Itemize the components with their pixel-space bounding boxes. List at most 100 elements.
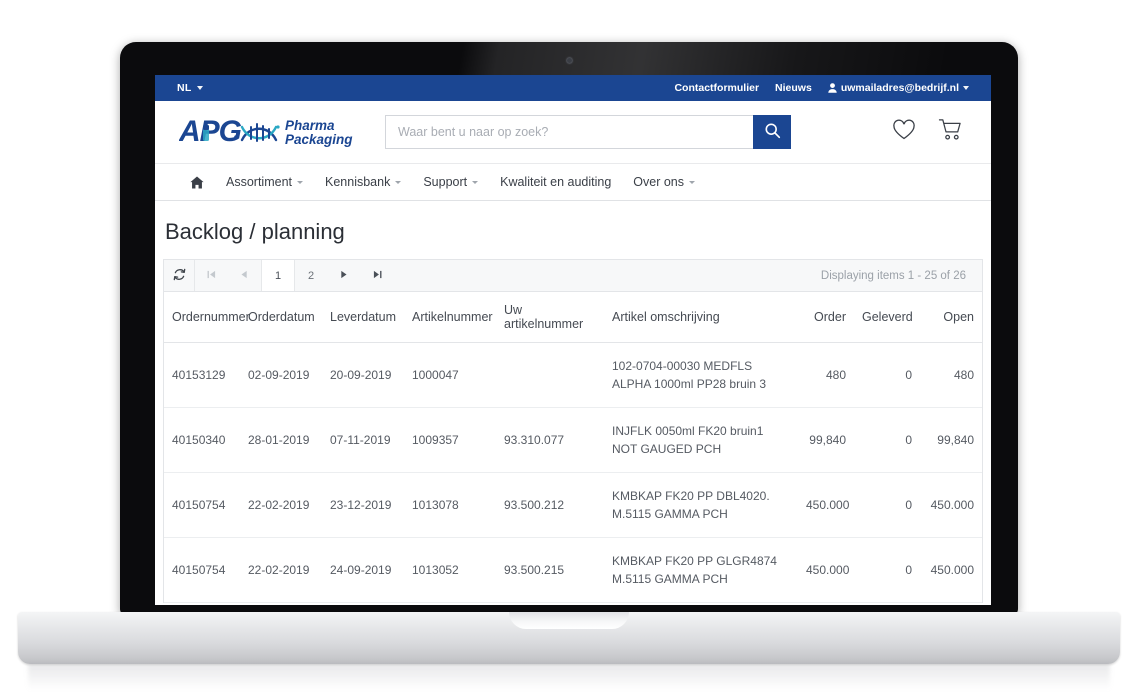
cell-open: 480: [920, 342, 982, 408]
cell-artikelnummer: 1000047: [404, 342, 496, 408]
table-row[interactable]: 40150340 28-01-2019 07-11-2019 1009357 9…: [164, 407, 982, 473]
page-button-1[interactable]: 1: [261, 260, 295, 291]
table-header-row: Ordernummer Orderdatum Leverdatum Artike…: [164, 291, 982, 343]
cell-uw-artikelnummer: [496, 342, 604, 408]
next-page-icon: [340, 270, 348, 282]
previous-page-icon: [240, 270, 248, 282]
column-header-order[interactable]: Order: [798, 291, 854, 343]
search-icon: [764, 122, 781, 142]
first-page-button[interactable]: [195, 260, 228, 291]
cell-geleverd: 0: [854, 472, 920, 538]
previous-page-button[interactable]: [228, 260, 261, 291]
grid-toolbar: 1 2: [163, 259, 983, 291]
cell-ordernummer: 40150754: [164, 472, 240, 538]
cell-geleverd: 0: [854, 407, 920, 473]
nav-item-over-ons[interactable]: Over ons: [622, 164, 706, 200]
cell-leverdatum: 20-09-2019: [322, 342, 404, 408]
chevron-down-icon: [196, 86, 203, 90]
cell-order: 99,840: [798, 407, 854, 473]
account-email: uwmailadres@bedrijf.nl: [840, 82, 959, 94]
nav-item-kennisbank[interactable]: Kennisbank: [314, 164, 412, 200]
cell-orderdatum: 22-02-2019: [240, 472, 322, 538]
column-header-artikel-omschrijving[interactable]: Artikel omschrijving: [604, 291, 798, 343]
cell-geleverd: 0: [854, 537, 920, 603]
last-page-icon: [373, 270, 382, 282]
cell-geleverd: 0: [854, 342, 920, 408]
laptop-base-notch: [509, 612, 629, 629]
language-label: NL: [177, 82, 192, 94]
cell-artikelnummer: 1013052: [404, 537, 496, 603]
page-button-2[interactable]: 2: [307, 269, 315, 282]
cell-open: 450.000: [920, 537, 982, 603]
cell-leverdatum: 07-11-2019: [322, 407, 404, 473]
cell-orderdatum: 22-02-2019: [240, 537, 322, 603]
cell-artikelnummer: 1013078: [404, 472, 496, 538]
nav-item-label: Assortiment: [226, 175, 292, 189]
main-navigation: Assortiment Kennisbank Support Kwaliteit…: [155, 163, 991, 201]
table-header: Ordernummer Orderdatum Leverdatum Artike…: [164, 291, 982, 343]
topbar-link-label: Nieuws: [775, 82, 812, 94]
table-row[interactable]: 40150754 22-02-2019 23-12-2019 1013078 9…: [164, 472, 982, 538]
column-header-ordernummer[interactable]: Ordernummer: [164, 291, 250, 343]
chevron-down-icon: [395, 180, 402, 184]
topbar-link-label: Contactformulier: [674, 82, 760, 94]
column-header-geleverd[interactable]: Geleverd: [854, 291, 920, 343]
toolbar-spacer: [394, 260, 821, 291]
topbar-link-contactformulier[interactable]: Contactformulier: [674, 82, 759, 94]
language-selector[interactable]: NL: [177, 82, 203, 94]
search-button[interactable]: [753, 115, 791, 149]
browser-screen: NL Contactformulier Nieuws: [155, 75, 991, 605]
table-row[interactable]: 40150754 22-02-2019 24-09-2019 1013052 9…: [164, 537, 982, 603]
laptop-base: [18, 612, 1120, 664]
pagination: 1 2: [195, 260, 394, 291]
topbar-link-nieuws[interactable]: Nieuws: [775, 82, 812, 94]
nav-item-home[interactable]: [179, 164, 215, 200]
chevron-down-icon: [472, 180, 479, 184]
search-input[interactable]: [385, 115, 753, 149]
svg-text:APG: APG: [179, 115, 242, 148]
column-header-orderdatum[interactable]: Orderdatum: [240, 291, 322, 343]
cell-orderdatum: 02-09-2019: [240, 342, 322, 408]
table-body: 40153129 02-09-2019 20-09-2019 1000047 1…: [164, 342, 982, 603]
displaying-items-label: Displaying items 1 - 25 of 26: [820, 269, 966, 282]
column-header-open[interactable]: Open: [920, 291, 982, 343]
nav-item-assortiment[interactable]: Assortiment: [215, 164, 314, 200]
cell-omschrijving: KMBKAP FK20 PP DBL4020. M.5115 GAMMA PCH: [604, 472, 798, 538]
table-row[interactable]: 40153129 02-09-2019 20-09-2019 1000047 1…: [164, 342, 982, 408]
refresh-button[interactable]: [164, 260, 195, 291]
cell-order: 450.000: [798, 537, 854, 603]
refresh-icon: [173, 268, 186, 284]
account-menu[interactable]: uwmailadres@bedrijf.nl: [828, 82, 969, 94]
cell-open: 450.000: [920, 472, 982, 538]
last-page-button[interactable]: [361, 260, 394, 291]
utility-topbar: NL Contactformulier Nieuws: [155, 75, 991, 101]
backlog-table: Ordernummer Orderdatum Leverdatum Artike…: [164, 291, 982, 603]
cart-icon[interactable]: [938, 118, 963, 146]
cell-uw-artikelnummer: 93.310.077: [496, 407, 604, 473]
page-title: Backlog / planning: [165, 219, 345, 244]
cell-order: 480: [798, 342, 854, 408]
nav-item-label: Over ons: [633, 175, 685, 189]
column-header-artikelnummer[interactable]: Artikelnummer: [404, 291, 496, 343]
column-header-leverdatum[interactable]: Leverdatum: [322, 291, 404, 343]
nav-item-kwaliteit-en-auditing[interactable]: Kwaliteit en auditing: [489, 164, 622, 200]
site-logo[interactable]: APG: [179, 113, 371, 151]
cell-artikelnummer: 1009357: [404, 407, 496, 473]
cell-ordernummer: 40150754: [164, 537, 240, 603]
apg-pharma-packaging-logo: APG: [179, 115, 353, 148]
webcam-icon: [566, 58, 572, 63]
page-content: Backlog / planning: [155, 201, 991, 603]
cell-ordernummer: 40153129: [164, 342, 240, 408]
next-page-button[interactable]: [328, 260, 361, 291]
svg-text:Pharma: Pharma: [285, 118, 335, 133]
cell-open: 99,840: [920, 407, 982, 473]
heart-icon[interactable]: [892, 119, 916, 146]
nav-item-label: Support: [423, 175, 468, 189]
search-bar: [385, 115, 866, 149]
nav-item-support[interactable]: Support: [412, 164, 489, 200]
home-icon: [190, 176, 204, 189]
column-header-uw-artikelnummer[interactable]: Uw artikelnummer: [496, 291, 604, 343]
user-icon: [828, 83, 837, 93]
chevron-down-icon: [689, 180, 696, 184]
cell-orderdatum: 28-01-2019: [240, 407, 322, 473]
